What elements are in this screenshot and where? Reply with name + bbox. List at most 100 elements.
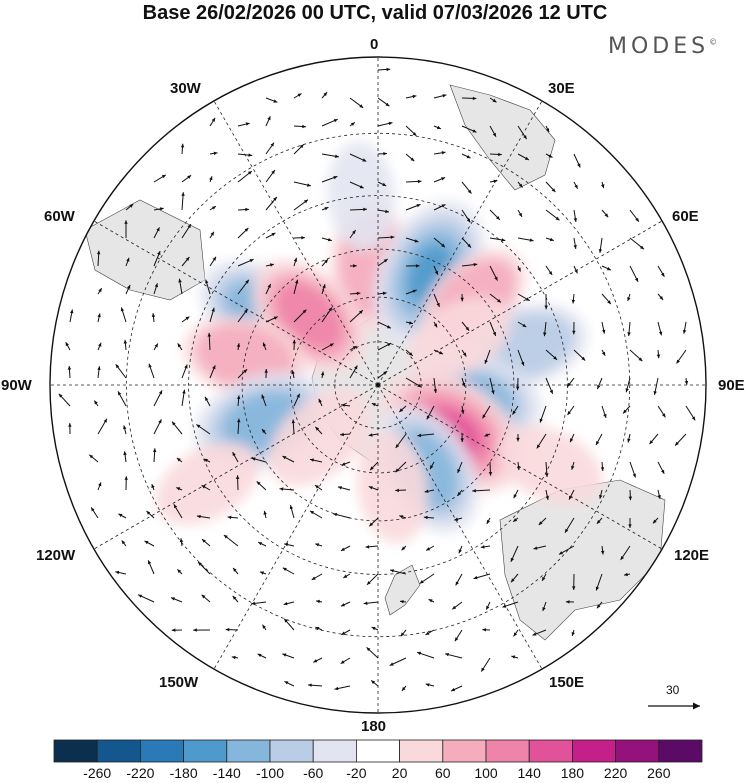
wind-arrow-icon	[458, 545, 463, 554]
wind-arrow-icon	[377, 209, 390, 214]
wind-arrow-icon	[340, 545, 351, 552]
colorbar-tick-label: 260	[647, 765, 671, 781]
wind-arrow-icon	[545, 265, 553, 276]
meridian-line	[93, 384, 379, 550]
wind-arrow-icon	[370, 680, 379, 687]
wind-arrow-icon	[265, 316, 278, 323]
wind-arrow-icon	[461, 262, 478, 267]
wind-arrow-icon	[558, 545, 575, 555]
wind-arrow-icon	[433, 265, 439, 276]
wind-arrow-icon	[193, 628, 211, 632]
wind-arrow-icon	[333, 512, 351, 519]
wind-arrow-icon	[545, 125, 550, 133]
wind-arrow-icon	[293, 279, 299, 295]
wind-arrow-icon	[401, 545, 407, 551]
wind-arrow-icon	[536, 433, 547, 449]
wind-arrow-icon	[283, 618, 295, 631]
wind-arrow-icon	[657, 489, 661, 500]
wind-arrow-icon	[488, 461, 493, 476]
colorbar-tick-label: -20	[346, 765, 367, 781]
wind-arrow-icon	[542, 601, 547, 612]
anomaly-8	[268, 389, 371, 487]
wind-arrow-icon	[115, 570, 127, 575]
lon-label-60e: 60E	[672, 208, 699, 225]
wind-arrow-icon	[366, 647, 379, 659]
wind-arrow-icon	[236, 395, 241, 407]
wind-arrow-icon	[209, 117, 216, 127]
wind-arrow-icon	[444, 652, 463, 659]
colorbar-swatch	[442, 739, 487, 763]
wind-arrow-icon	[545, 489, 549, 500]
wind-arrow-icon	[88, 454, 99, 463]
lon-label-120w: 120W	[36, 547, 76, 564]
wind-arrow-icon	[450, 685, 463, 692]
wind-arrow-icon	[363, 601, 379, 605]
wind-arrow-icon	[371, 626, 379, 631]
wind-arrow-icon	[454, 517, 463, 521]
wind-arrow-icon	[125, 284, 131, 295]
wind-arrow-icon	[67, 365, 72, 379]
wind-arrow-icon	[177, 568, 183, 575]
wind-arrow-icon	[461, 237, 472, 248]
wind-arrow-icon	[398, 405, 407, 413]
wind-arrow-icon	[595, 433, 603, 446]
wind-arrow-icon	[315, 543, 323, 547]
wind-arrow-icon	[235, 475, 240, 491]
colorbar-swatch	[183, 739, 228, 763]
wind-arrow-icon	[629, 461, 636, 478]
logo-text: MODES	[608, 34, 710, 59]
wind-arrow-icon	[265, 169, 276, 183]
wind-arrow-icon	[676, 349, 687, 364]
wind-arrow-icon	[377, 258, 388, 267]
wind-arrow-icon	[293, 144, 304, 155]
wind-arrow-icon	[349, 181, 364, 189]
colorbar-swatch	[572, 739, 617, 763]
wind-arrow-icon	[321, 343, 334, 351]
wind-arrow-icon	[96, 250, 101, 267]
wind-arrow-icon	[237, 207, 250, 212]
wind-arrow-icon	[293, 257, 298, 267]
wind-arrow-icon	[97, 366, 101, 379]
wind-arrow-icon	[256, 481, 267, 491]
wind-arrow-icon	[460, 433, 464, 443]
wind-arrow-icon	[425, 683, 435, 687]
wind-arrow-icon	[405, 377, 422, 388]
wind-arrow-icon	[564, 517, 575, 534]
meridian-line	[377, 384, 543, 670]
new-zealand	[384, 564, 421, 616]
anomaly-field	[155, 141, 603, 544]
meridian-line	[213, 384, 379, 670]
wind-arrow-icon	[400, 629, 407, 637]
wind-arrow-icon	[181, 364, 188, 379]
wind-arrow-icon	[599, 489, 603, 499]
wind-arrow-icon	[652, 517, 659, 524]
colorbar-tick-label: 100	[474, 765, 498, 781]
anomaly-15	[327, 141, 396, 251]
wind-arrow-icon	[433, 204, 446, 211]
wind-arrow-icon	[349, 365, 358, 379]
wind-arrow-icon	[171, 421, 183, 435]
wind-arrow-icon	[573, 237, 577, 249]
wind-arrow-icon	[307, 683, 323, 687]
wind-arrow-icon	[321, 118, 338, 127]
wind-arrow-icon	[480, 545, 491, 549]
wind-arrow-icon	[517, 349, 525, 366]
wind-arrow-icon	[293, 199, 309, 211]
colorbar-swatch	[139, 739, 184, 763]
wind-arrow-icon	[596, 377, 603, 390]
wind-arrow-icon	[237, 153, 253, 157]
wind-arrow-icon	[153, 283, 158, 295]
wind-arrow-icon	[292, 339, 296, 351]
wind-arrow-icon	[179, 538, 184, 547]
wind-arrow-icon	[318, 398, 323, 407]
wind-arrow-icon	[349, 345, 357, 351]
wind-arrow-icon	[315, 626, 323, 631]
wind-arrow-icon	[321, 175, 338, 183]
wind-arrow-icon	[512, 517, 519, 523]
meridian-line	[93, 220, 379, 386]
wind-arrow-icon	[309, 510, 323, 519]
wind-arrow-icon	[349, 309, 364, 323]
wind-arrow-icon	[343, 573, 351, 579]
lon-label-90w: 90W	[1, 377, 32, 394]
wind-arrow-icon	[293, 181, 312, 187]
